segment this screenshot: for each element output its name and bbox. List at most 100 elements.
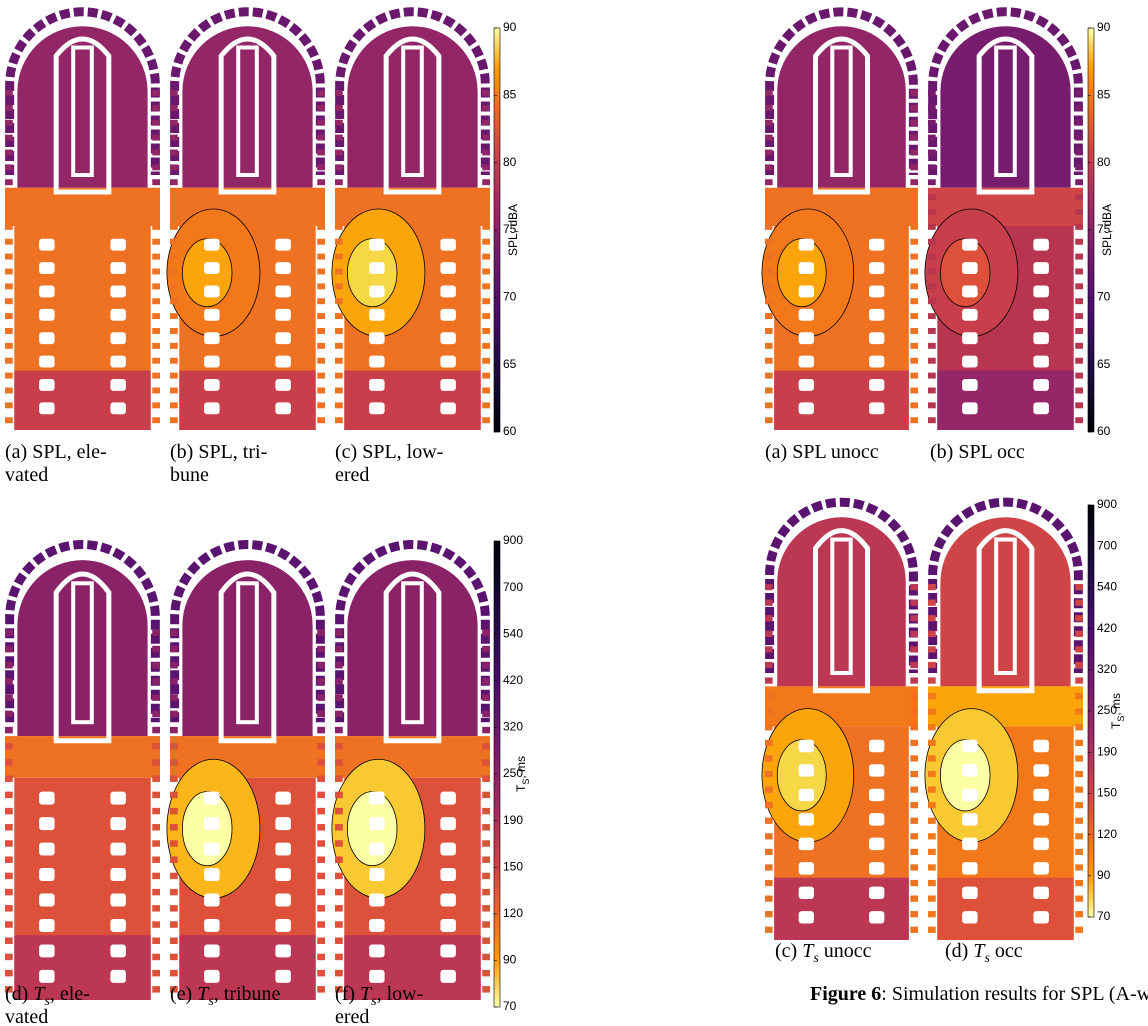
side-chapel	[1075, 104, 1083, 111]
colorbar-tick-label: 540	[503, 626, 523, 640]
colorbar-tick-label: 70	[503, 999, 517, 1013]
side-chapel	[335, 342, 343, 349]
caption-label: (a)	[5, 441, 27, 463]
nave-end	[774, 877, 909, 940]
column	[204, 238, 220, 251]
side-chapel	[317, 104, 325, 111]
side-chapel	[928, 238, 936, 245]
side-chapel	[5, 164, 13, 171]
side-chapel	[765, 90, 773, 96]
colorbar-tick-label: 420	[503, 673, 523, 687]
subfigure-caption: (b) SPL, tri-	[170, 441, 267, 463]
column	[798, 886, 814, 900]
side-chapel	[1075, 630, 1083, 637]
subfigure-caption: (a) SPL, ele-	[5, 441, 107, 463]
altar	[71, 581, 94, 725]
caption-label: (c)	[775, 940, 797, 962]
side-chapel	[928, 179, 936, 186]
column	[110, 308, 126, 321]
side-chapel	[152, 328, 160, 334]
side-chapel	[765, 755, 773, 762]
side-chapel	[765, 164, 773, 171]
side-chapel	[928, 879, 936, 887]
caption-text: SPL, low-	[362, 441, 443, 463]
side-chapel	[170, 824, 178, 831]
side-chapel	[170, 726, 178, 734]
caption-subscript: s	[984, 951, 990, 966]
side-chapel	[335, 357, 343, 364]
side-chapel	[170, 104, 178, 111]
side-chapel	[317, 824, 325, 831]
column	[869, 332, 885, 345]
column	[869, 402, 885, 415]
column	[275, 918, 291, 932]
side-chapel	[928, 599, 936, 606]
colorbar-tick-label: 80	[503, 155, 517, 169]
column	[869, 739, 885, 753]
altar	[830, 537, 853, 675]
column	[369, 817, 385, 831]
side-chapel	[928, 402, 936, 409]
side-chapel	[1075, 328, 1083, 334]
side-chapel	[152, 387, 160, 394]
side-chapel	[1075, 417, 1083, 424]
colorbar-tick-label: 60	[503, 424, 517, 438]
column	[369, 285, 385, 298]
caption-text: , low-	[377, 983, 424, 1005]
side-chapel	[335, 283, 343, 290]
side-chapel	[1075, 119, 1083, 126]
column	[798, 739, 814, 753]
side-chapel	[910, 164, 918, 171]
side-chapel	[170, 164, 178, 171]
column	[798, 332, 814, 345]
side-chapel	[1075, 848, 1083, 856]
column	[110, 918, 126, 932]
column	[1033, 355, 1049, 368]
side-chapel	[765, 693, 773, 700]
column	[204, 262, 220, 275]
side-chapel	[482, 134, 490, 141]
side-chapel	[482, 645, 490, 653]
side-chapel	[482, 824, 490, 831]
side-chapel	[152, 743, 160, 750]
side-chapel	[482, 357, 490, 364]
column	[275, 262, 291, 275]
side-chapel	[152, 342, 160, 349]
column	[869, 837, 885, 851]
side-chapel	[317, 791, 325, 799]
side-chapel	[5, 119, 13, 126]
side-chapel	[1075, 283, 1083, 290]
side-chapel	[170, 402, 178, 409]
column	[110, 893, 126, 907]
side-chapel	[482, 238, 490, 245]
column	[798, 911, 814, 924]
side-chapel	[765, 864, 773, 871]
side-chapel	[765, 238, 773, 245]
side-chapel	[152, 164, 160, 171]
side-chapel	[5, 905, 13, 912]
side-chapel	[1075, 387, 1083, 394]
side-chapel	[928, 848, 936, 856]
column	[798, 238, 814, 251]
side-chapel	[335, 905, 343, 912]
side-chapel	[317, 807, 325, 815]
apse-ring	[928, 7, 1083, 175]
side-chapel	[910, 357, 918, 364]
column	[962, 886, 978, 900]
apse-ring	[765, 7, 918, 175]
side-chapel	[928, 194, 936, 201]
side-chapel	[5, 283, 13, 290]
side-chapel	[152, 402, 160, 409]
side-chapel	[482, 856, 490, 863]
column	[369, 944, 385, 958]
side-chapel	[317, 921, 325, 928]
caption-label: (c)	[335, 441, 357, 463]
side-chapel	[152, 268, 160, 275]
column	[369, 262, 385, 275]
colorbar-tick-label: 70	[1097, 909, 1111, 923]
side-chapel	[170, 134, 178, 141]
side-chapel	[152, 824, 160, 831]
side-chapel	[928, 817, 936, 824]
side-chapel	[5, 743, 13, 750]
column	[869, 238, 885, 251]
